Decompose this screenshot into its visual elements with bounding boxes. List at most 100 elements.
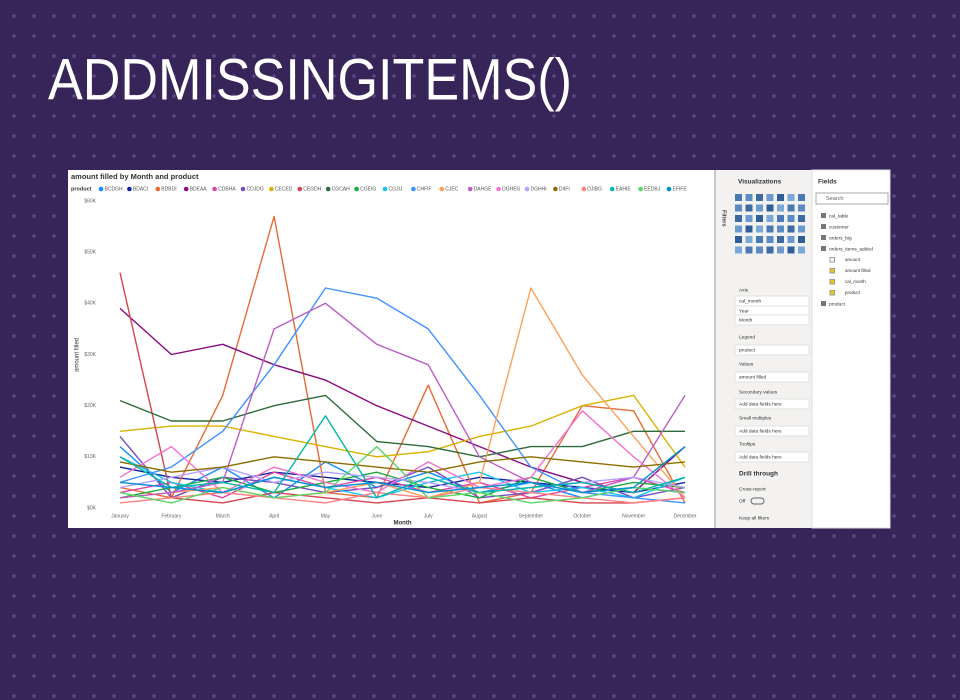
toggle[interactable] [750, 497, 765, 505]
legend-label: CGJIJ [389, 187, 403, 193]
visual-icon[interactable] [798, 225, 805, 233]
visual-icon[interactable] [735, 215, 742, 222]
series-line [119, 287, 686, 504]
visual-icon[interactable] [787, 204, 795, 212]
visual-icon[interactable] [756, 225, 763, 233]
legend-label: BDEAA [190, 187, 208, 193]
filters-tab: Filters [721, 210, 727, 227]
table-icon[interactable] [821, 213, 826, 218]
x-tick-label: August [472, 513, 488, 519]
well-placeholder-box[interactable] [734, 451, 810, 463]
visual-icon[interactable] [787, 194, 795, 201]
well-placeholder: Add data fields here [739, 454, 782, 460]
legend-label: CGCAH [332, 187, 350, 193]
legend-label: EEDBJ [644, 187, 661, 193]
legend-swatch [240, 186, 246, 192]
legend-swatch [638, 186, 643, 192]
visual-icon[interactable] [745, 225, 753, 233]
visual-icon[interactable] [745, 215, 753, 222]
field-checkbox[interactable] [829, 279, 835, 285]
series-line [119, 456, 686, 473]
visual-icon[interactable] [735, 225, 742, 233]
visual-icon[interactable] [735, 246, 742, 254]
visual-icon[interactable] [766, 246, 774, 254]
field-name: amount [845, 257, 861, 262]
visual-icon[interactable] [787, 246, 795, 254]
legend-swatch [325, 186, 331, 192]
visual-icon[interactable] [766, 225, 774, 233]
visual-icon[interactable] [735, 194, 742, 201]
visual-icon[interactable] [777, 225, 784, 233]
legend-label: DGHHI [531, 187, 547, 193]
visual-icon[interactable] [745, 246, 753, 254]
visual-icon[interactable] [787, 215, 795, 222]
well-placeholder-box[interactable] [734, 425, 810, 437]
well-field-box[interactable] [734, 371, 810, 383]
visual-icon[interactable] [777, 246, 784, 254]
field-checkbox[interactable] [829, 268, 835, 274]
field-checkbox[interactable] [829, 290, 835, 296]
visual-icon[interactable] [766, 236, 774, 243]
visual-icon[interactable] [798, 204, 805, 212]
x-tick-label: November [622, 513, 645, 519]
visual-icon[interactable] [777, 236, 784, 243]
visual-icon[interactable] [756, 194, 763, 201]
y-tick-label: $20K [84, 403, 96, 409]
visual-icon[interactable] [777, 204, 784, 212]
visual-icon[interactable] [777, 194, 784, 201]
table-icon[interactable] [821, 246, 826, 251]
visual-icon[interactable] [745, 204, 753, 212]
well-field-box[interactable] [734, 344, 810, 356]
well-label: Axis [739, 287, 749, 293]
visual-icon[interactable] [798, 236, 805, 243]
legend-swatch [411, 186, 416, 192]
visual-icon[interactable] [756, 215, 763, 222]
well-field-box[interactable] [734, 314, 810, 326]
search-placeholder: Search [826, 196, 843, 202]
legend-label: BDACI [133, 187, 148, 193]
series-line [119, 446, 686, 494]
visual-icon[interactable] [798, 246, 805, 254]
legend-label: BDBDI [161, 187, 176, 193]
table-icon[interactable] [821, 224, 826, 229]
field-name: amount filled [845, 268, 871, 273]
y-tick-label: $50K [84, 249, 96, 255]
x-tick-label: December [673, 513, 696, 519]
visual-icon[interactable] [766, 194, 774, 201]
well-label: Cross-report [739, 486, 766, 492]
visual-icon[interactable] [766, 204, 774, 212]
legend-swatch [581, 186, 587, 192]
well-placeholder-box[interactable] [734, 398, 810, 410]
visual-icon[interactable] [756, 246, 763, 254]
visual-icon[interactable] [766, 215, 774, 222]
visual-icon[interactable] [756, 236, 763, 243]
visual-icon[interactable] [787, 225, 795, 233]
x-tick-label: April [269, 513, 279, 519]
filters-strip [716, 170, 732, 528]
well-label: Tooltips [739, 441, 756, 447]
legend-label: CEGDH [303, 187, 321, 193]
well-placeholder: Add data fields here [739, 428, 782, 434]
table-icon[interactable] [821, 235, 826, 240]
y-tick-label: $10K [84, 454, 96, 460]
search-box[interactable] [815, 192, 889, 205]
visual-icon[interactable] [777, 215, 784, 222]
visual-icon[interactable] [798, 215, 805, 222]
visual-icon[interactable] [798, 194, 805, 201]
table-icon[interactable] [821, 301, 826, 306]
field-checkbox[interactable] [829, 257, 835, 263]
field-name: product [845, 290, 861, 295]
legend-swatch [155, 186, 161, 192]
legend-label: DAHGE [474, 187, 492, 193]
visual-icon[interactable] [735, 204, 742, 212]
legend-swatch [212, 186, 217, 192]
visual-icon[interactable] [756, 204, 763, 212]
series-line [119, 466, 686, 494]
legend-label: EFIFE [673, 187, 688, 193]
visual-icon[interactable] [787, 236, 795, 243]
y-tick-label: $60K [84, 198, 96, 204]
visual-icon[interactable] [745, 194, 753, 201]
visual-icon[interactable] [735, 236, 742, 243]
visual-icon[interactable] [745, 236, 753, 243]
